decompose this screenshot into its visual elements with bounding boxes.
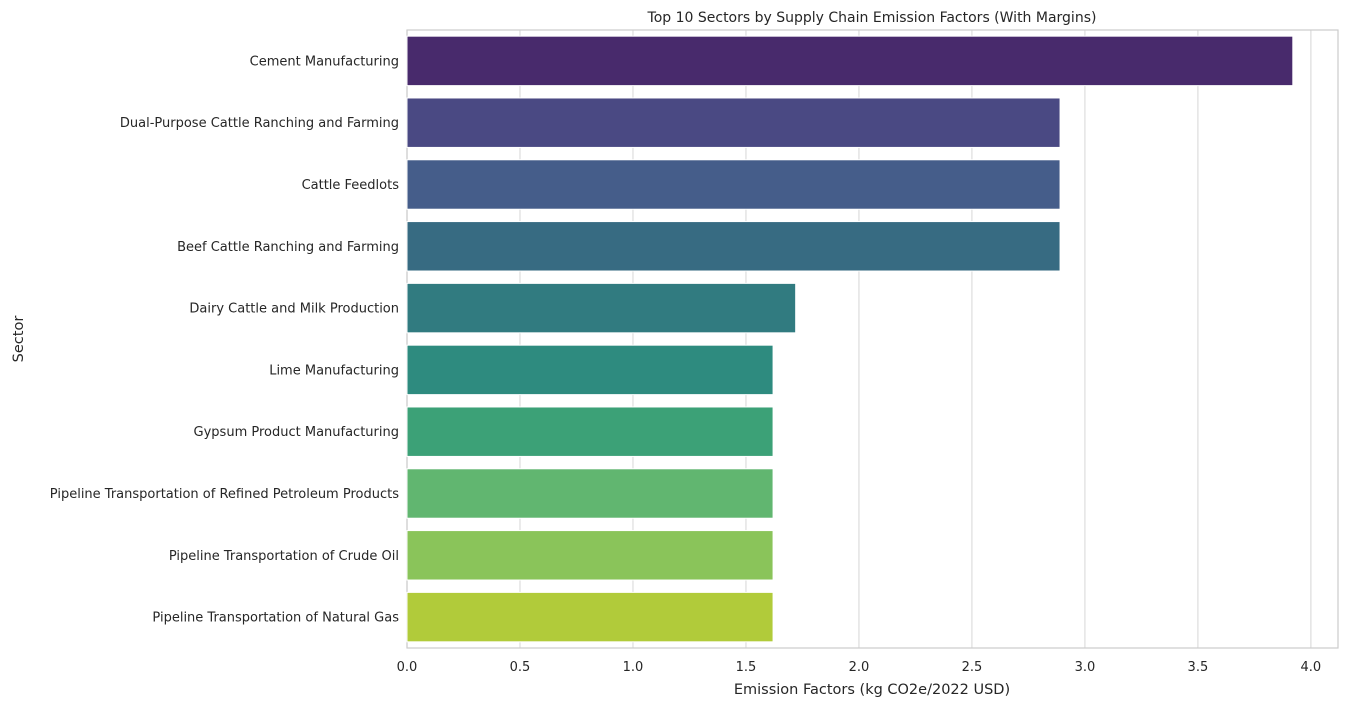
chart-title: Top 10 Sectors by Supply Chain Emission …: [647, 10, 1097, 26]
x-tick-label: 2.5: [962, 660, 983, 675]
y-tick-label: Cement Manufacturing: [250, 54, 399, 69]
bar: [406, 159, 1061, 210]
bar: [406, 344, 774, 396]
bar: [406, 530, 774, 581]
bars: [406, 35, 1294, 643]
y-tick-label: Pipeline Transportation of Refined Petro…: [50, 487, 399, 502]
x-tick-label: 0.0: [397, 660, 418, 675]
x-tick-label: 3.0: [1075, 660, 1096, 675]
y-tick-label: Cattle Feedlots: [302, 178, 400, 193]
y-axis-label: Sector: [11, 316, 27, 363]
y-tick-label: Beef Cattle Ranching and Farming: [177, 240, 399, 255]
bar: [406, 406, 774, 457]
bar: [406, 35, 1294, 87]
x-tick-label: 0.5: [510, 660, 531, 675]
x-tick-label: 4.0: [1301, 660, 1322, 675]
y-tick-labels: Cement Manufacturing Dual-Purpose Cattle …: [50, 54, 399, 625]
bar: [406, 468, 774, 519]
plot-area-frame: [406, 29, 1339, 649]
y-tick-label: Dual-Purpose Cattle Ranching and Farming: [120, 116, 399, 131]
bar: [406, 591, 774, 643]
x-tick-label: 1.5: [736, 660, 757, 675]
bar: [406, 221, 1061, 272]
x-tick-label: 3.5: [1188, 660, 1209, 675]
y-tick-label: Gypsum Product Manufacturing: [194, 425, 399, 440]
y-tick-label: Lime Manufacturing: [269, 363, 399, 378]
x-axis-label: Emission Factors (kg CO2e/2022 USD): [734, 682, 1010, 698]
x-tick-labels: 0.0 0.5 1.0 1.5 2.0 2.5 3.0 3.5 4.0: [397, 660, 1322, 675]
y-tick-label: Pipeline Transportation of Crude Oil: [169, 549, 399, 564]
x-tick-label: 1.0: [623, 660, 644, 675]
bar: [406, 97, 1061, 148]
bar: [406, 282, 797, 334]
x-tick-label: 2.0: [849, 660, 870, 675]
y-tick-label: Pipeline Transportation of Natural Gas: [152, 611, 399, 626]
y-tick-label: Dairy Cattle and Milk Production: [189, 302, 399, 317]
